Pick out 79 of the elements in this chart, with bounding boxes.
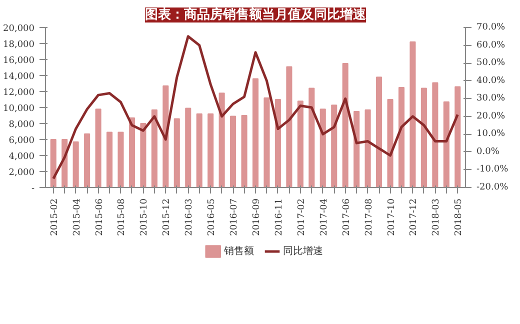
bar	[274, 99, 281, 188]
y2-tick-label: 30.0%	[476, 94, 506, 104]
y2-tick-label: 0.0%	[476, 146, 500, 157]
bar	[443, 101, 450, 188]
bar	[432, 82, 438, 188]
x-tick-label: 2017-02	[296, 198, 307, 236]
y-tick-label: 14,000	[3, 72, 35, 82]
bar	[185, 108, 192, 188]
y-tick-label: 6,000	[8, 136, 35, 146]
bar	[151, 109, 158, 188]
bar	[218, 92, 225, 188]
bar	[286, 66, 292, 188]
y2-tick-label: 60.0%	[476, 40, 506, 50]
bar	[387, 99, 394, 188]
x-tick-label: 2016-03	[184, 198, 195, 236]
x-tick-label: 2018-05	[454, 198, 464, 236]
bar	[196, 113, 202, 188]
y-tick-label: 4,000	[8, 152, 35, 162]
bar	[72, 141, 79, 188]
bar	[264, 97, 270, 188]
y2-tick-label: 70.0%	[476, 22, 506, 32]
y2-tick-label: 10.0%	[476, 129, 506, 140]
y2-tick-label: 50.0%	[476, 58, 506, 68]
bar	[95, 108, 102, 188]
x-tick-label: 2017-06	[342, 198, 352, 236]
bar	[241, 115, 248, 188]
y2-tick-label: -20.0%	[476, 182, 509, 192]
bar	[420, 88, 427, 188]
chart-title: 图表：商品房销售额当月值及同比增速	[145, 6, 367, 22]
bar	[174, 118, 180, 188]
x-tick-label: 2017-08	[364, 198, 374, 236]
x-tick-label: 2015-12	[162, 198, 172, 236]
bar	[252, 78, 259, 188]
x-tick-label: 2018-03	[432, 198, 442, 236]
y-tick-label: 16,000	[3, 56, 35, 66]
legend-label: 同比增速	[282, 245, 323, 257]
bar	[208, 113, 214, 188]
legend-label: 销售额	[222, 245, 254, 257]
bar	[454, 86, 461, 188]
x-tick-label: 2017-12	[409, 198, 420, 236]
y2-tick-label: 20.0%	[476, 111, 506, 122]
x-tick-label: 2016-09	[252, 198, 262, 236]
y-tick-label: -	[31, 184, 35, 194]
bar	[320, 108, 326, 188]
y2-tick-label: -10.0%	[476, 164, 509, 175]
bar	[364, 109, 371, 188]
y-tick-label: 12,000	[3, 88, 35, 98]
x-tick-label: 2015-08	[117, 198, 128, 236]
y-tick-label: 10,000	[3, 104, 35, 114]
bar	[297, 100, 304, 188]
bar	[410, 41, 416, 188]
x-tick-label: 2016-11	[274, 198, 284, 236]
bar	[354, 111, 360, 188]
bar	[342, 63, 348, 188]
bar	[84, 133, 90, 188]
bar	[308, 88, 315, 188]
bar	[128, 117, 135, 188]
x-tick-label: 2016-07	[230, 198, 240, 236]
bar	[376, 76, 382, 188]
x-tick-label: 2017-04	[319, 198, 330, 236]
bar	[230, 116, 236, 188]
bar	[140, 123, 146, 188]
line-series	[52, 35, 459, 180]
y-tick-label: 2,000	[8, 168, 35, 178]
x-tick-label: 2015-04	[72, 198, 82, 236]
x-tick-label: 2015-02	[50, 198, 60, 236]
y-tick-label: 18,000	[3, 40, 35, 50]
x-tick-label: 2016-05	[207, 198, 218, 236]
bar	[50, 139, 56, 188]
bar	[106, 132, 113, 188]
bar	[118, 132, 124, 188]
y-tick-label: 8,000	[8, 120, 35, 130]
bar	[398, 87, 405, 188]
y2-tick-label: 40.0%	[476, 76, 506, 86]
x-tick-label: 2015-06	[94, 198, 105, 236]
x-tick-label: 2017-10	[386, 198, 397, 236]
bar	[331, 104, 338, 188]
y-tick-label: 20,000	[3, 24, 35, 34]
x-tick-label: 2015-10	[140, 198, 150, 236]
